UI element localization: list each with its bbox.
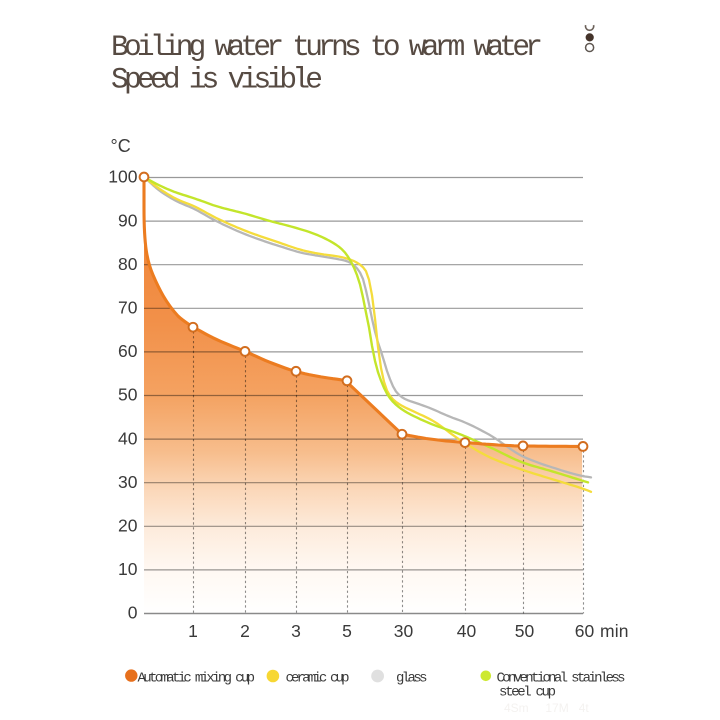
svg-text:°C: °C xyxy=(111,136,131,156)
svg-text:60: 60 xyxy=(118,341,138,361)
svg-text:Automatic mixing cup: Automatic mixing cup xyxy=(138,670,256,686)
svg-text:1: 1 xyxy=(188,621,198,641)
svg-text:30: 30 xyxy=(394,621,414,641)
svg-text:40: 40 xyxy=(457,621,477,641)
svg-text:Conventional stainless: Conventional stainless xyxy=(497,670,626,686)
svg-text:80: 80 xyxy=(118,254,138,274)
svg-text:40: 40 xyxy=(118,428,138,448)
svg-text:50: 50 xyxy=(118,385,138,405)
svg-text:4Sm 17M 4t: 4Sm 17M 4t xyxy=(504,701,589,715)
svg-text:10: 10 xyxy=(118,559,138,579)
svg-text:Boiling water turns to warm wa: Boiling water turns to warm water xyxy=(111,30,543,64)
svg-text:70: 70 xyxy=(118,298,138,318)
svg-text:2: 2 xyxy=(240,621,250,641)
svg-text:min: min xyxy=(600,621,629,641)
svg-text:50: 50 xyxy=(515,621,535,641)
svg-text:Speed is visible: Speed is visible xyxy=(111,63,323,97)
svg-text:90: 90 xyxy=(118,210,138,230)
svg-text:ceramic cup: ceramic cup xyxy=(286,670,350,686)
svg-text:steel cup: steel cup xyxy=(499,685,556,701)
svg-text:glass: glass xyxy=(396,670,428,686)
svg-text:30: 30 xyxy=(118,472,138,492)
svg-text:3: 3 xyxy=(291,621,301,641)
svg-text:5: 5 xyxy=(342,621,352,641)
svg-text:20: 20 xyxy=(118,516,138,536)
svg-text:0: 0 xyxy=(128,603,138,623)
svg-text:60: 60 xyxy=(575,621,595,641)
svg-text:100: 100 xyxy=(108,167,137,187)
